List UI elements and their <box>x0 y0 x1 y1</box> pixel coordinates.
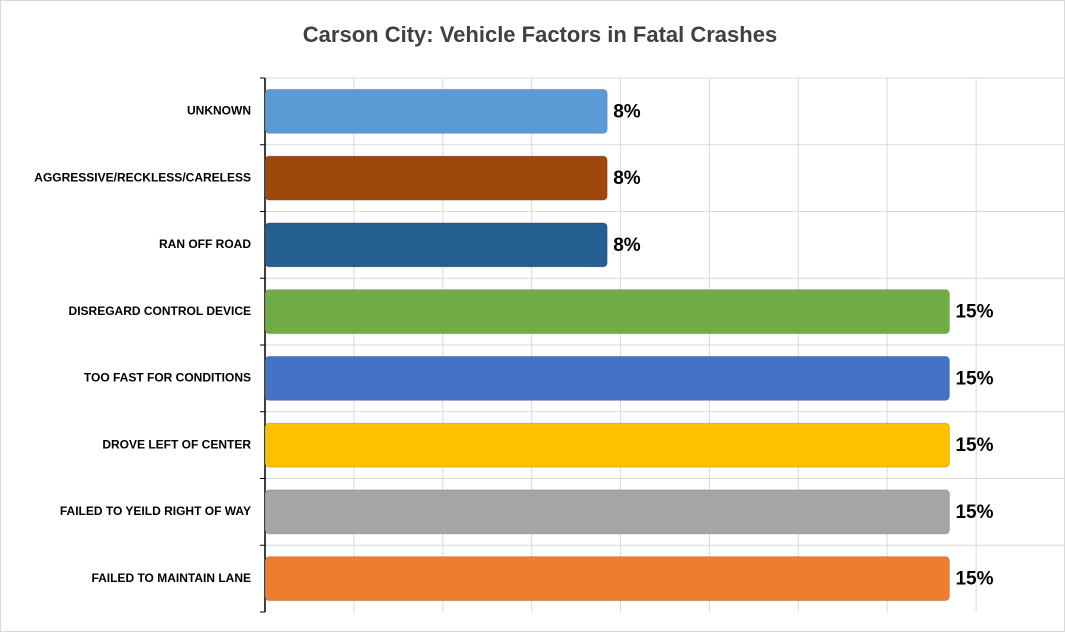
value-label: 15% <box>955 368 993 389</box>
chart-title: Carson City: Vehicle Factors in Fatal Cr… <box>303 22 777 47</box>
y-tick-label: AGGRESSIVE/RECKLESS/CARELESS <box>34 170 251 184</box>
bar <box>264 222 608 268</box>
y-tick-label: FAILED TO YEILD RIGHT OF WAY <box>60 504 251 518</box>
y-tick-label: FAILED TO MAINTAIN LANE <box>91 571 251 585</box>
y-tick-label: DISREGARD CONTROL DEVICE <box>69 304 251 318</box>
value-label: 8% <box>613 101 641 122</box>
bar <box>264 289 950 335</box>
y-tick-label: DROVE LEFT OF CENTER <box>102 437 251 451</box>
y-tick-label: RAN OFF ROAD <box>159 237 251 251</box>
bar <box>264 155 608 201</box>
value-label: 15% <box>955 569 993 590</box>
bar <box>264 489 950 535</box>
y-tick-label: TOO FAST FOR CONDITIONS <box>84 371 251 385</box>
value-label: 8% <box>613 168 641 189</box>
bar <box>264 556 950 602</box>
value-label: 15% <box>955 435 993 456</box>
value-label: 15% <box>955 502 993 523</box>
bar <box>264 88 608 134</box>
value-label: 8% <box>613 235 641 256</box>
bar <box>264 422 950 468</box>
y-tick-label: UNKNOWN <box>187 104 251 118</box>
value-label: 15% <box>955 302 993 323</box>
bar <box>264 355 950 401</box>
